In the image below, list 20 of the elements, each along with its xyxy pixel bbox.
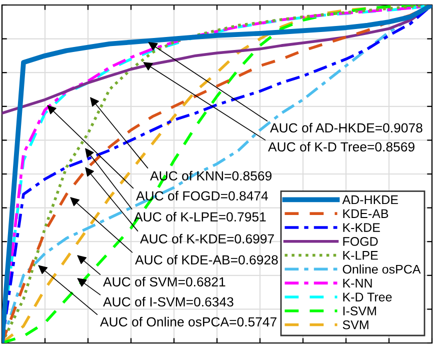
annotation: AUC of Online osPCA=0.5747 [100,316,276,327]
legend-label: K-LPE [343,251,378,260]
legend-label: I-SVM [343,306,376,316]
annotation: AUC of K-LPE=0.7951 [134,212,266,222]
annotation: AUC of KDE-AB=0.6928 [135,254,278,265]
annotation: AUC of FOGD=0.8474 [136,190,268,201]
annotation: AUC of KNN=0.8569 [150,170,272,181]
legend-label: AD-HKDE [342,195,398,204]
legend-label: K-NN [343,278,372,288]
legend-label: FOGD [343,237,378,246]
legend-label: KDE-AB [343,209,388,218]
legend-label: Online osPCA [342,264,421,274]
legend-label: K-D Tree [343,292,392,302]
annotation: AUC of SVM=0.6821 [103,276,226,287]
annotation: AUC of AD-HKDE=0.9078 [270,122,422,133]
annotation: AUC of K-D Tree=0.8569 [268,142,414,152]
legend-label: K-KDE [343,223,380,232]
annotation: AUC of K-KDE=0.6997 [140,234,274,244]
legend-label: SVM [342,320,368,330]
annotation: AUC of I-SVM=0.6343 [103,296,234,307]
